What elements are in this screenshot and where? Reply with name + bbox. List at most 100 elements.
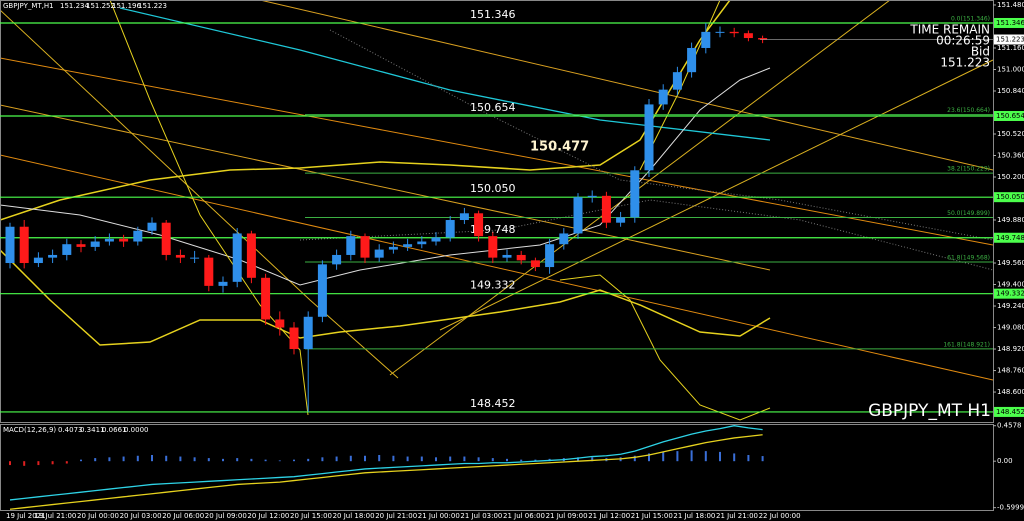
candle-body [559,233,569,245]
price-annotation: 150.477 [530,139,589,154]
macd-histogram-bar [80,459,82,462]
indicator-decorations [0,0,994,421]
candle-body [516,254,526,261]
trendline [439,59,994,331]
candle-body [474,213,484,237]
envelope [559,274,771,421]
y-tick-label: 151.480 [997,1,1024,9]
timer: 00:26:59 [936,34,990,48]
candle-body [388,246,398,250]
x-tick-label: 21 Jul 06:00 [503,512,545,520]
chart-title: GBPJPY_MT,H1 [3,2,54,10]
trendline [0,57,994,246]
level-label: 150.050 [470,182,516,195]
candle-body [104,238,114,242]
header-close: 151.223 [138,2,167,10]
candle-body [530,260,540,268]
y-tick-label: 150.360 [997,152,1024,160]
macd-histogram-bar [122,456,125,462]
macd-histogram-bar [94,458,97,462]
candle-body [190,257,200,259]
y-tick-label: 149.080 [997,324,1024,332]
y-tick-label: 149.240 [997,302,1024,310]
y-tick-label: 149.400 [997,281,1024,289]
candle-body [147,222,157,231]
fib-label: 161.8(148.921) [943,341,990,348]
x-tick-label: 20 Jul 03:00 [120,512,162,520]
macd-histogram-bar [51,461,54,465]
candle-body [502,254,512,258]
candle-body [33,257,43,264]
macd-histogram-bar [151,454,153,462]
candle-body [417,241,427,245]
macd-title: MACD(12,26,9) [3,426,56,434]
fib-label: 38.2(150.229) [947,166,990,173]
macd-histogram-bar [307,458,310,462]
main-panel-border [0,0,994,423]
candle-body [303,316,313,350]
trendline [0,9,399,379]
macd-histogram-bar [506,458,508,462]
x-tick-label: 21 Jul 15:00 [631,512,673,520]
macd-histogram-bar [733,453,736,462]
y-tick-label: 0.00 [997,457,1013,465]
macd-histogram-bar [37,461,40,466]
macd-histogram-bar [321,457,324,462]
macd-histogram-bar [278,460,281,462]
y-tick-label: 149.880 [997,216,1024,224]
candle-body [431,237,441,242]
moving-average [0,67,771,286]
x-tick-label: 20 Jul 18:00 [333,512,375,520]
x-tick-label: 22 Jul 00:00 [759,512,801,520]
candle-body [218,281,228,286]
axis-level-label: 151.346 [996,19,1024,27]
fib-label: 23.6(150.664) [947,107,990,114]
x-tick-label: 20 Jul 15:00 [290,512,332,520]
price-title: Bid [971,45,990,59]
macd-histogram-bar [435,457,437,462]
macd-histogram-bar [108,457,111,462]
candle-body [161,222,171,255]
candle-body [644,104,654,171]
candle-body [616,217,626,223]
macd-histogram-bar [420,456,423,462]
current-price-axis-label: 151.223 [996,36,1024,44]
macd-histogram-bar [349,455,352,462]
candle-body [275,319,285,328]
macd-histogram-bar [491,458,494,462]
macd-header-value: 0.0661 [102,426,127,434]
envelope [109,0,309,416]
macd-histogram-bar [477,457,480,462]
candle-body [317,264,327,317]
x-tick-label: 20 Jul 09:00 [205,512,247,520]
level-label: 148.452 [470,397,516,410]
macd-histogram-bar [648,453,650,462]
candle-body [403,244,413,247]
candle-body [445,220,455,238]
macd-histogram-bar [264,459,267,462]
candle-body [687,47,697,73]
timer-title: TIME REMAIN [909,23,990,37]
x-tick-label: 21 Jul 21:00 [716,512,758,520]
macd-header-value: 0.3411 [80,426,105,434]
macd-histogram-bar [747,454,750,462]
bid-price: 151.223 [940,56,990,70]
macd-histogram-bar [406,456,409,462]
y-tick-label: 148.920 [997,345,1024,353]
candle-body [658,89,668,105]
current-price-box [994,34,1024,45]
y-tick-label: 148.600 [997,388,1024,396]
candle-body [332,254,342,265]
macd-histogram-bar [534,459,537,462]
header-high: 151.252 [86,2,115,10]
x-tick-label: 19 Jul 21:00 [34,512,76,520]
macd-histogram-bar [364,455,366,462]
candle-body [360,236,370,258]
x-tick-label: 20 Jul 06:00 [162,512,204,520]
macd-histogram-bar [633,455,636,462]
macd-histogram-bar [719,451,721,462]
candle-body [374,249,384,258]
macd-main-line [9,425,763,501]
